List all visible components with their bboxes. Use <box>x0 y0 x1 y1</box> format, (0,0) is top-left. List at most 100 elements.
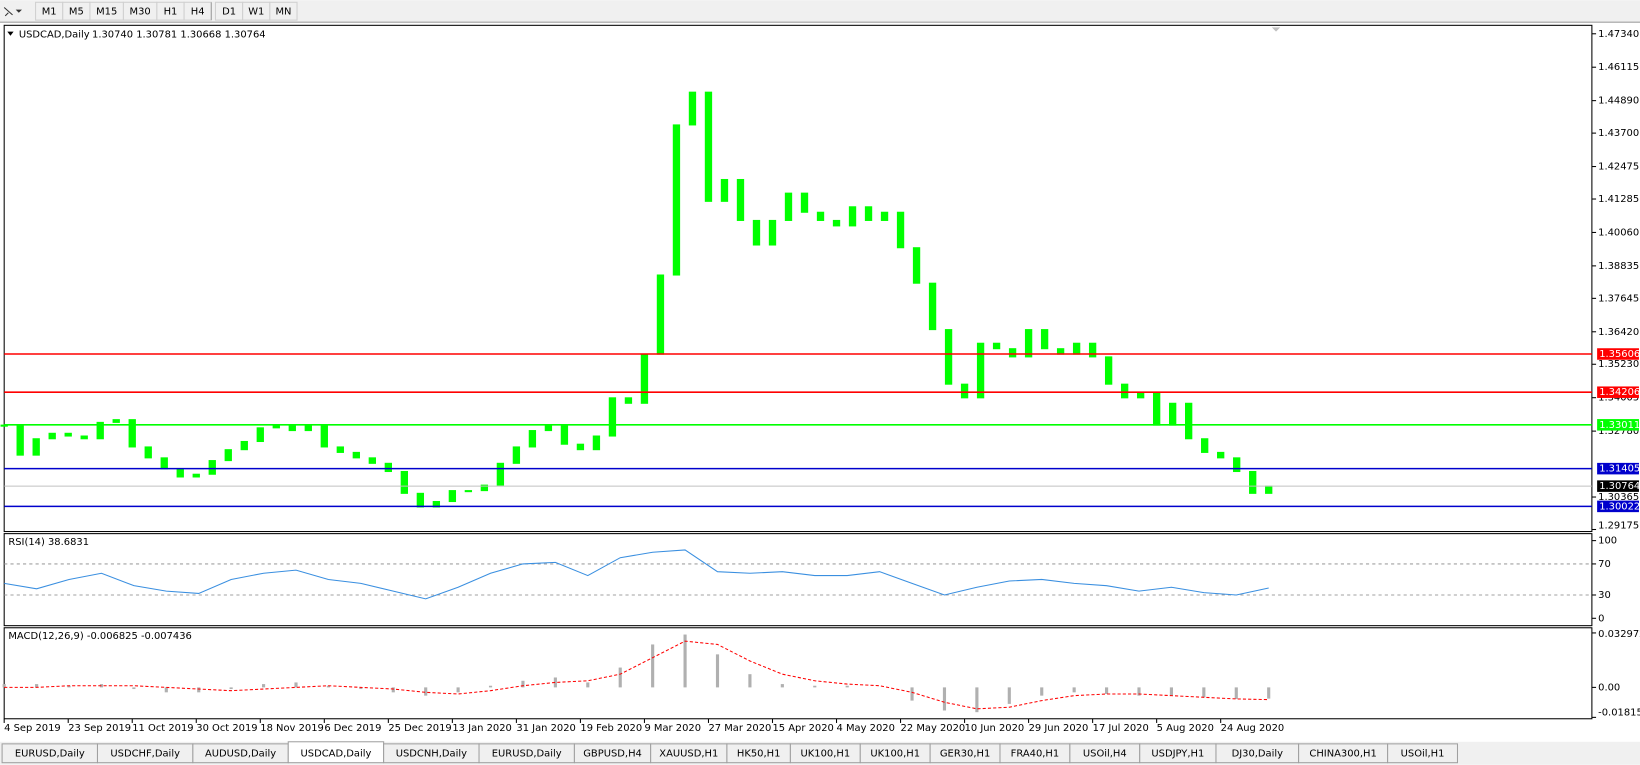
candle <box>80 435 88 440</box>
candle <box>1152 391 1161 426</box>
tool-dropdown[interactable] <box>15 9 22 13</box>
tab-label[interactable]: GBPUSD,H4 <box>583 748 642 759</box>
candle <box>32 438 40 456</box>
candle <box>672 124 681 276</box>
tab-label[interactable]: HK50,H1 <box>737 748 781 759</box>
x-tick-label: 27 Mar 2020 <box>708 723 771 734</box>
level-label: 1.34206 <box>1599 387 1640 398</box>
y-tick-label: 0 <box>1598 613 1604 624</box>
tab-label[interactable]: USOil,H4 <box>1083 748 1127 759</box>
y-tick-label: 1.41285 <box>1598 194 1639 205</box>
x-tick-label: 18 Nov 2019 <box>260 723 324 734</box>
candle <box>400 470 409 494</box>
x-tick-label: 22 May 2020 <box>901 723 966 734</box>
x-tick-label: 4 Sep 2019 <box>4 723 61 734</box>
timeframe-label[interactable]: W1 <box>248 7 264 18</box>
level-label: 1.30764 <box>1599 481 1640 492</box>
candle <box>368 457 376 464</box>
candle <box>608 397 617 437</box>
tab-label[interactable]: XAUUSD,H1 <box>659 748 718 759</box>
tab-label[interactable]: FRA40,H1 <box>1011 748 1060 759</box>
x-tick-label: 6 Dec 2019 <box>324 723 381 734</box>
y-tick-label: 1.42475 <box>1598 162 1639 173</box>
tab-label[interactable]: DJ30,Daily <box>1232 748 1284 759</box>
timeframe-label[interactable]: M15 <box>96 7 117 18</box>
x-tick-label: 29 Jun 2020 <box>1029 723 1089 734</box>
candle <box>288 424 296 432</box>
tab-label[interactable]: UK100,H1 <box>870 748 920 759</box>
x-tick-label: 25 Dec 2019 <box>388 723 451 734</box>
candle <box>496 462 505 486</box>
tab-label[interactable]: AUDUSD,Daily <box>205 748 276 759</box>
x-tick-label: 30 Oct 2019 <box>196 723 257 734</box>
candle <box>1233 457 1241 473</box>
candle <box>208 460 216 475</box>
level-box <box>1597 419 1639 431</box>
candle <box>1185 402 1193 440</box>
candle <box>544 424 553 432</box>
candle <box>416 492 425 508</box>
y-tick-label: 1.34005 <box>1598 393 1639 404</box>
timeframe-label[interactable]: M1 <box>42 7 57 18</box>
candle <box>448 490 457 503</box>
timeframe-label[interactable]: M30 <box>130 7 151 18</box>
tool-icon[interactable] <box>3 7 13 17</box>
y-tick-label: 1.37645 <box>1598 293 1639 304</box>
timeframe-label[interactable]: MN <box>275 7 291 18</box>
candle <box>560 424 569 445</box>
candle <box>656 274 665 355</box>
level-label: 1.33011 <box>1599 420 1640 431</box>
tab-label[interactable]: CHINA300,H1 <box>1309 748 1376 759</box>
y-tick-label: 1.46115 <box>1598 62 1639 73</box>
tab-label[interactable]: USOil,H1 <box>1401 748 1445 759</box>
tab-label[interactable]: USDCNH,Daily <box>396 748 467 759</box>
y-tick-label: 1.38835 <box>1598 261 1639 272</box>
y-tick-label: 1.43700 <box>1598 128 1639 139</box>
timeframe-label[interactable]: M5 <box>69 7 84 18</box>
candle <box>1040 329 1049 350</box>
level-label: 1.30022 <box>1599 501 1640 512</box>
candle <box>1024 329 1033 358</box>
chart-area <box>0 25 1640 719</box>
tab-label[interactable]: GER30,H1 <box>940 748 990 759</box>
candle <box>1104 356 1113 385</box>
candle <box>128 419 136 448</box>
timeframe-label[interactable]: H4 <box>191 7 205 18</box>
candle <box>1217 451 1225 459</box>
x-tick-label: 15 Apr 2020 <box>772 723 833 734</box>
tab-label[interactable]: UK100,H1 <box>801 748 851 759</box>
candle <box>576 443 585 451</box>
candle <box>912 247 921 284</box>
candle <box>256 427 264 443</box>
tab-label[interactable]: USDCAD,Daily <box>301 748 372 759</box>
candle <box>976 342 985 399</box>
candle <box>224 449 232 462</box>
candle <box>64 432 72 437</box>
rsi-panel <box>3 533 1593 627</box>
level-label: 1.31405 <box>1599 464 1640 475</box>
tab-label[interactable]: EURUSD,Daily <box>15 748 85 759</box>
tab-label[interactable]: USDCHF,Daily <box>110 748 180 759</box>
candle <box>112 419 120 423</box>
timeframe-button[interactable] <box>269 1 298 21</box>
candle <box>1072 342 1081 355</box>
timeframe-label[interactable]: H1 <box>164 7 178 18</box>
candle <box>880 211 889 221</box>
x-tick-label: 31 Jan 2020 <box>516 723 575 734</box>
tab[interactable] <box>1387 743 1459 764</box>
x-tick-label: 9 Mar 2020 <box>644 723 701 734</box>
candle <box>800 192 809 213</box>
panel-title: MACD(12,26,9) -0.006825 -0.007436 <box>8 631 192 642</box>
timeframe-label[interactable]: D1 <box>222 7 236 18</box>
macd-panel <box>3 627 1593 720</box>
signal-line <box>4 640 1269 710</box>
candle <box>1265 485 1273 494</box>
y-tick-label: 1.29175 <box>1598 520 1639 531</box>
tab-label[interactable]: EURUSD,Daily <box>492 748 562 759</box>
y-tick-label: 1.44890 <box>1598 96 1639 107</box>
candle <box>512 446 521 464</box>
toolbar <box>0 0 1640 23</box>
x-tick-label: 4 May 2020 <box>837 723 895 734</box>
tab-label[interactable]: USDJPY,H1 <box>1151 748 1204 759</box>
